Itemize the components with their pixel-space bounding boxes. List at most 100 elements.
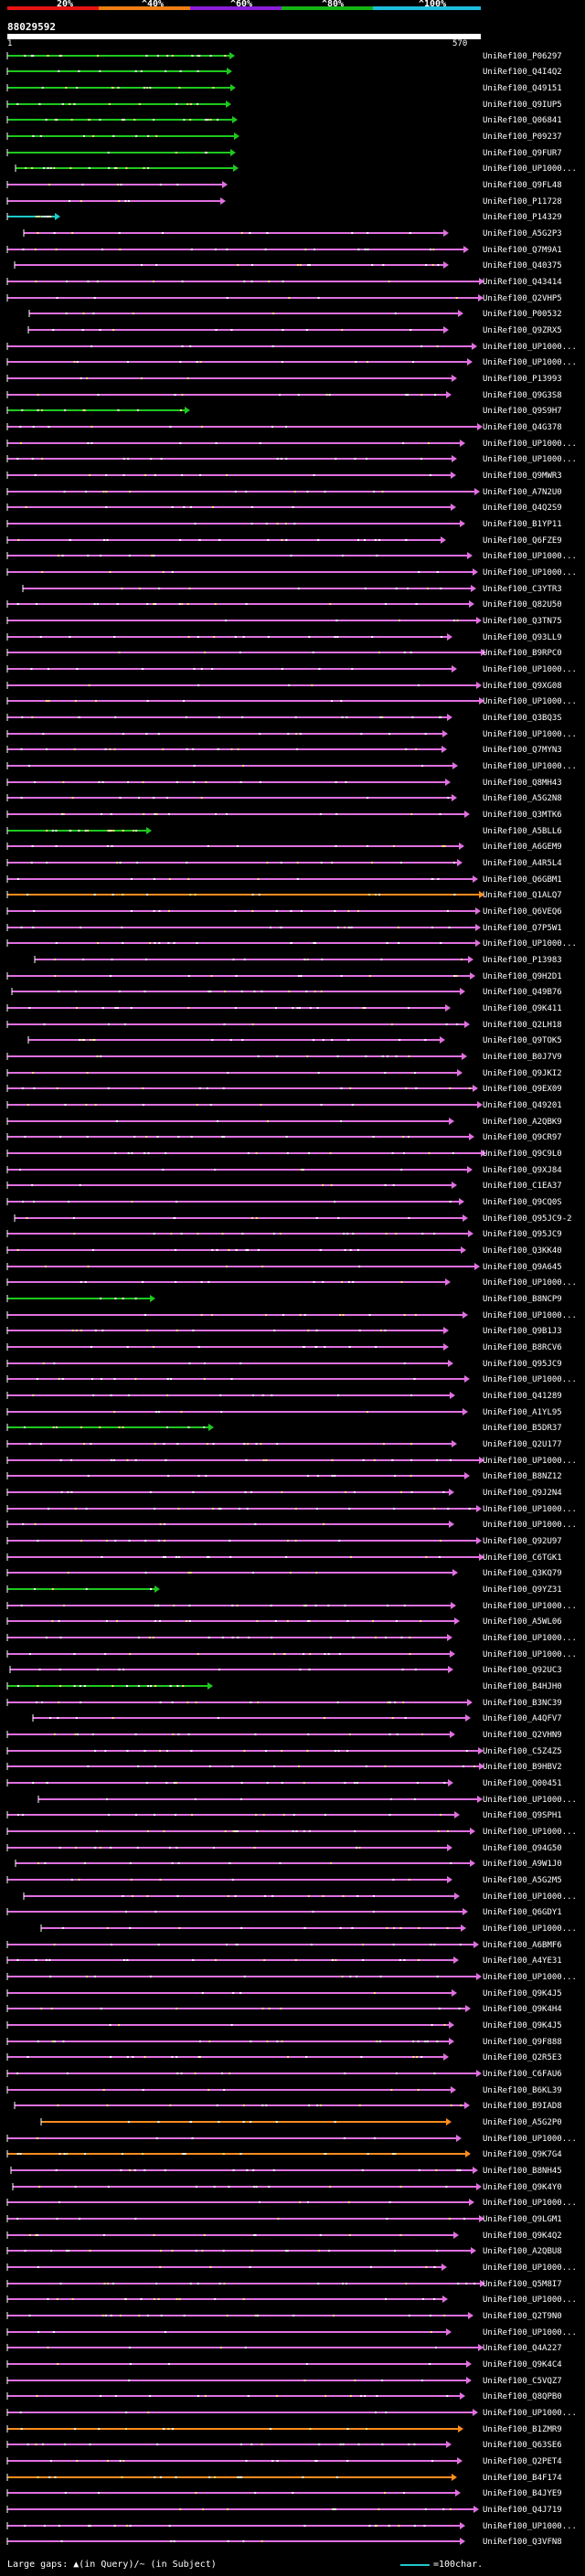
hit-arrow [452, 1989, 457, 1997]
gap-mark [259, 781, 261, 783]
gap-mark [253, 991, 256, 992]
gap-mark [122, 474, 125, 476]
gap-mark [224, 1830, 227, 1832]
gap-mark [372, 1620, 374, 1622]
gap-mark [96, 1830, 98, 1832]
gap-mark [111, 830, 112, 832]
gap-mark [348, 1346, 351, 1348]
scale-legend-line [400, 2564, 430, 2566]
gap-mark [251, 894, 254, 896]
hit-row: UniRef100_UP1000... [6, 697, 577, 706]
gap-mark [465, 1750, 468, 1752]
gap-mark [408, 1217, 410, 1219]
gap-mark [251, 264, 253, 266]
gap-mark [373, 1895, 375, 1897]
gap-mark [445, 1023, 448, 1025]
gap-mark [175, 1281, 177, 1283]
gap-mark [367, 797, 369, 799]
gap-mark [194, 523, 197, 525]
gap-mark [220, 1411, 223, 1413]
gap-mark [292, 2492, 294, 2494]
hit-label: UniRef100_UP1000... [483, 1505, 577, 1514]
gap-mark [28, 2315, 31, 2316]
gap-mark [164, 2331, 166, 2333]
gap-mark [105, 491, 108, 493]
gap-mark [102, 2234, 105, 2236]
gap-mark [341, 1976, 344, 1977]
hit-label: UniRef100_Q9K4C4 [483, 2360, 562, 2369]
gap-mark [292, 506, 294, 508]
gap-mark [58, 1620, 60, 1622]
gap-mark [87, 442, 90, 444]
gap-mark [111, 845, 113, 847]
hit-label: UniRef100_A5WL06 [483, 1617, 562, 1627]
gap-mark [260, 1443, 262, 1445]
gap-mark [418, 1927, 420, 1929]
gap-mark [160, 2250, 162, 2252]
gap-mark [325, 394, 328, 396]
gap-mark [112, 329, 115, 331]
gap-mark [144, 1152, 146, 1154]
hit-label: UniRef100_UP1000... [483, 2263, 577, 2273]
gap-mark [176, 2072, 179, 2074]
gap-mark [187, 1733, 190, 1735]
gap-mark [75, 1717, 78, 1719]
hit-arrow [463, 1311, 468, 1319]
gap-mark [34, 474, 37, 476]
gap-mark [346, 1620, 349, 1622]
hit-row: UniRef100_UP1000... [6, 1602, 577, 1611]
gap-mark [144, 991, 146, 992]
gap-mark [421, 765, 423, 767]
gap-mark [163, 1556, 165, 1558]
gap-mark [393, 1508, 396, 1510]
gap-mark [309, 1007, 312, 1009]
hit-arrow [473, 875, 478, 883]
hit-row: UniRef100_Q9TOK5 [27, 1036, 562, 1045]
gap-mark [279, 1233, 282, 1235]
gap-mark [310, 1944, 313, 1945]
hit-label: UniRef100_Q7MYN3 [483, 746, 562, 755]
gap-mark [57, 555, 59, 557]
gap-mark [305, 329, 308, 331]
gap-mark [197, 2283, 199, 2284]
gap-mark [19, 426, 22, 428]
gap-mark [70, 119, 73, 121]
hit-arrow [464, 1021, 470, 1028]
gap-mark [388, 733, 390, 735]
hit-arrow [463, 246, 469, 253]
gap-mark [146, 1895, 149, 1897]
gap-mark [270, 1605, 272, 1606]
gap-mark [178, 87, 181, 89]
gap-mark [41, 571, 44, 573]
gap-mark [121, 119, 123, 121]
hit-arrow [234, 133, 239, 140]
gap-mark [433, 1508, 436, 1510]
gap-mark [201, 2250, 204, 2252]
gap-mark [127, 1394, 130, 1396]
gap-mark [208, 2476, 211, 2478]
gap-mark [137, 1637, 140, 1638]
gap-mark [206, 1087, 208, 1089]
gap-mark [159, 1750, 162, 1752]
gap-mark [101, 1007, 104, 1009]
hit-row: UniRef100_Q4I4Q2 [6, 68, 562, 77]
gap-mark [58, 70, 60, 72]
gap-mark [118, 1669, 121, 1670]
gap-mark [135, 135, 138, 137]
gap-mark [197, 2395, 199, 2397]
gap-mark [324, 1814, 326, 1816]
gap-mark [234, 910, 237, 912]
gap-mark [410, 1459, 412, 1461]
gap-mark [200, 1281, 203, 1283]
hit-label: UniRef100_Q3KQ79 [483, 1569, 562, 1578]
hit-label: UniRef100_Q9H2D1 [483, 972, 562, 981]
gap-mark [122, 830, 124, 832]
gap-mark [138, 588, 141, 589]
hit-arrow [440, 1036, 445, 1044]
hit-label: UniRef100_B1ZMR9 [483, 2425, 562, 2434]
hit-arrow [465, 2005, 471, 2012]
gap-mark [276, 458, 279, 460]
gap-mark [240, 232, 243, 234]
gap-mark [394, 2250, 396, 2252]
gap-mark [169, 2104, 172, 2106]
